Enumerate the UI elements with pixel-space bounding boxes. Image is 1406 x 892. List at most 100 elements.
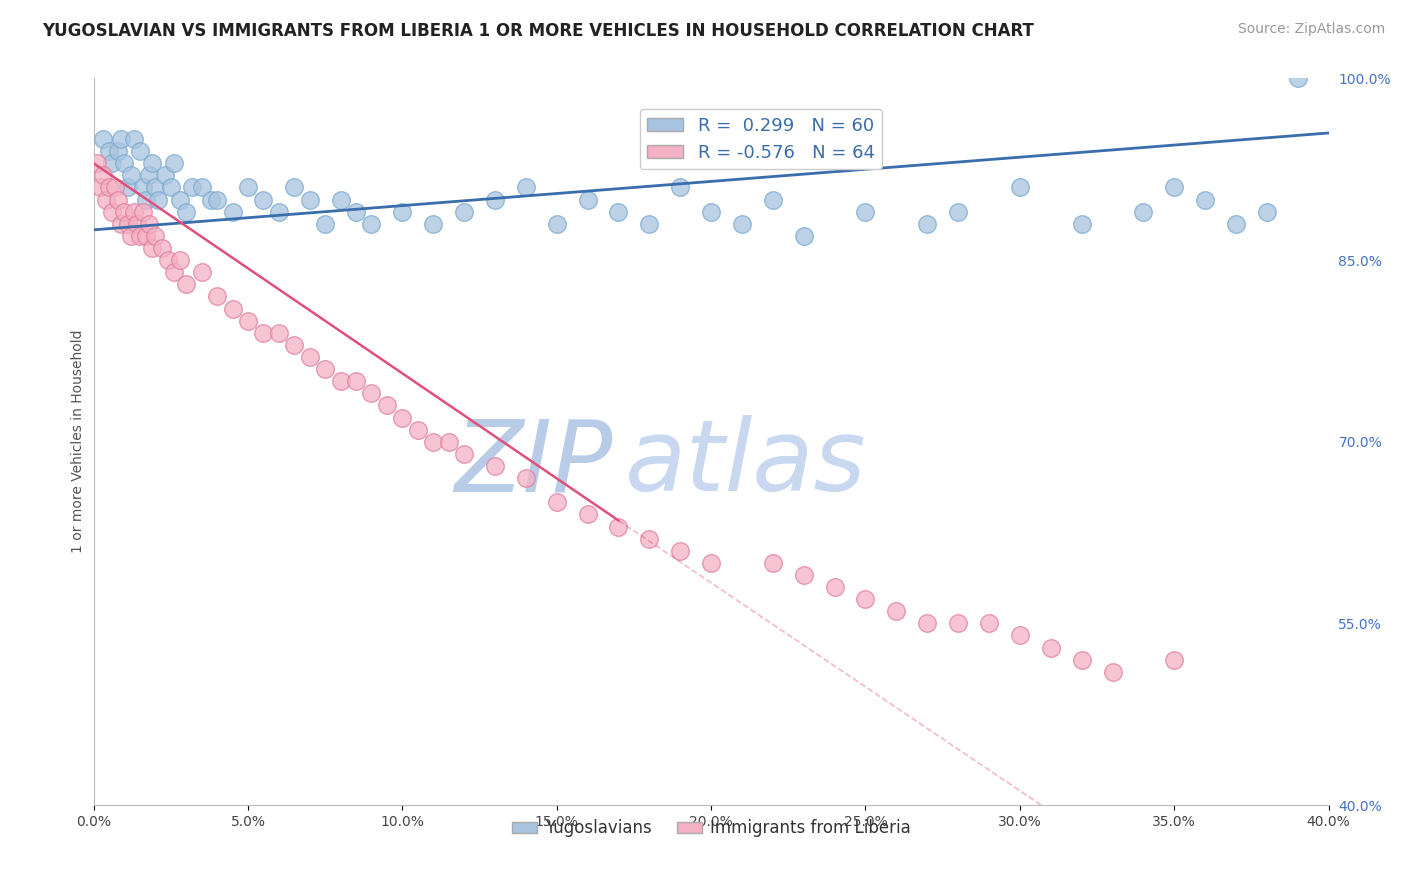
- Point: [855, 592, 877, 607]
- Point: [453, 204, 475, 219]
- Point: [159, 180, 181, 194]
- Point: [1194, 193, 1216, 207]
- Point: [344, 204, 367, 219]
- Point: [98, 144, 121, 158]
- Point: [762, 556, 785, 570]
- Point: [576, 193, 599, 207]
- Point: [437, 434, 460, 449]
- Point: [515, 180, 537, 194]
- Point: [1132, 204, 1154, 219]
- Point: [143, 180, 166, 194]
- Point: [114, 204, 136, 219]
- Point: [762, 193, 785, 207]
- Point: [731, 217, 754, 231]
- Point: [298, 350, 321, 364]
- Point: [122, 132, 145, 146]
- Point: [101, 156, 124, 170]
- Point: [117, 180, 139, 194]
- Point: [138, 169, 160, 183]
- Point: [190, 265, 212, 279]
- Point: [298, 193, 321, 207]
- Point: [1070, 653, 1092, 667]
- Point: [360, 386, 382, 401]
- Point: [406, 423, 429, 437]
- Point: [915, 616, 938, 631]
- Point: [576, 508, 599, 522]
- Point: [98, 180, 121, 194]
- Point: [422, 434, 444, 449]
- Text: atlas: atlas: [624, 415, 866, 512]
- Point: [110, 217, 132, 231]
- Point: [344, 374, 367, 388]
- Point: [700, 204, 723, 219]
- Point: [638, 217, 661, 231]
- Point: [236, 180, 259, 194]
- Point: [1008, 180, 1031, 194]
- Point: [1163, 653, 1185, 667]
- Point: [150, 241, 173, 255]
- Point: [1039, 640, 1062, 655]
- Point: [252, 326, 274, 340]
- Point: [135, 228, 157, 243]
- Point: [163, 265, 186, 279]
- Point: [221, 301, 243, 316]
- Point: [141, 241, 163, 255]
- Point: [1070, 217, 1092, 231]
- Point: [1008, 628, 1031, 642]
- Point: [515, 471, 537, 485]
- Point: [946, 204, 969, 219]
- Point: [267, 204, 290, 219]
- Point: [422, 217, 444, 231]
- Point: [793, 228, 815, 243]
- Point: [153, 169, 176, 183]
- Point: [546, 495, 568, 509]
- Point: [391, 204, 413, 219]
- Point: [205, 193, 228, 207]
- Point: [252, 193, 274, 207]
- Point: [181, 180, 204, 194]
- Point: [128, 228, 150, 243]
- Point: [114, 156, 136, 170]
- Point: [669, 180, 692, 194]
- Point: [886, 604, 908, 618]
- Point: [221, 204, 243, 219]
- Point: [94, 193, 117, 207]
- Point: [329, 374, 352, 388]
- Y-axis label: 1 or more Vehicles in Household: 1 or more Vehicles in Household: [72, 330, 86, 554]
- Point: [915, 217, 938, 231]
- Point: [122, 204, 145, 219]
- Text: ZIP: ZIP: [454, 415, 612, 512]
- Point: [607, 204, 630, 219]
- Point: [169, 193, 191, 207]
- Point: [1101, 665, 1123, 679]
- Point: [169, 253, 191, 268]
- Point: [855, 204, 877, 219]
- Point: [314, 362, 336, 376]
- Text: YUGOSLAVIAN VS IMMIGRANTS FROM LIBERIA 1 OR MORE VEHICLES IN HOUSEHOLD CORRELATI: YUGOSLAVIAN VS IMMIGRANTS FROM LIBERIA 1…: [42, 22, 1033, 40]
- Point: [484, 193, 506, 207]
- Point: [148, 193, 170, 207]
- Point: [314, 217, 336, 231]
- Point: [236, 313, 259, 327]
- Point: [283, 338, 305, 352]
- Point: [669, 543, 692, 558]
- Point: [1256, 204, 1278, 219]
- Point: [174, 277, 197, 292]
- Point: [104, 180, 127, 194]
- Point: [200, 193, 222, 207]
- Point: [375, 399, 398, 413]
- Point: [267, 326, 290, 340]
- Point: [91, 132, 114, 146]
- Point: [86, 156, 108, 170]
- Point: [163, 156, 186, 170]
- Point: [360, 217, 382, 231]
- Point: [329, 193, 352, 207]
- Point: [141, 156, 163, 170]
- Point: [205, 289, 228, 303]
- Point: [546, 217, 568, 231]
- Point: [128, 144, 150, 158]
- Point: [120, 228, 142, 243]
- Point: [391, 410, 413, 425]
- Point: [190, 180, 212, 194]
- Point: [132, 204, 155, 219]
